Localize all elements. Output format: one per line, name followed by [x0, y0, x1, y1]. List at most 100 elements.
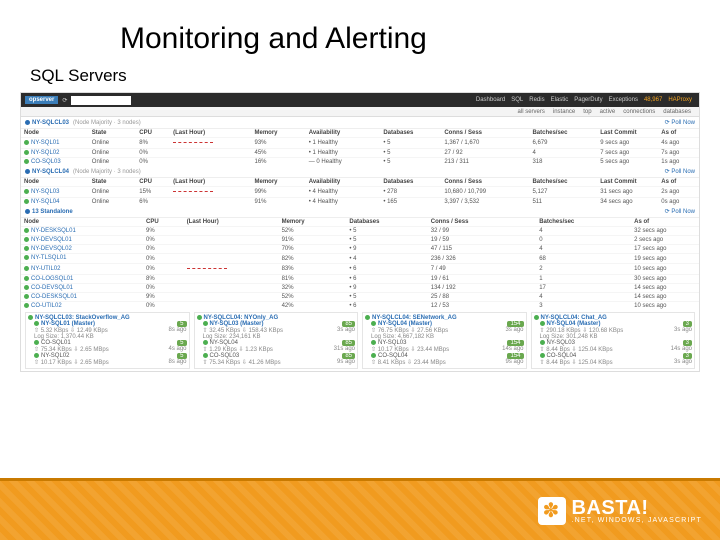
col-header: Memory	[252, 178, 306, 187]
col-header: As of	[658, 178, 699, 187]
group-title[interactable]: 13 Standalone	[32, 209, 73, 215]
cell-batches: 2	[536, 263, 631, 274]
ag-asof: 3s ago	[674, 327, 692, 334]
node-name[interactable]: NY-UTIL02	[31, 266, 60, 272]
cell-cpu: 8%	[136, 138, 170, 149]
poll-now-link[interactable]: ⟳ Poll Now	[665, 208, 695, 215]
node-name[interactable]: CO-SQL03	[31, 159, 61, 165]
sparkline	[170, 187, 251, 198]
cell-cpu: 6%	[136, 198, 170, 207]
table-row[interactable]: CO-LOGSQL018%81%• 619 / 61130 secs ago	[21, 274, 699, 283]
nav-elastic[interactable]: Elastic	[551, 97, 569, 103]
nav-dashboard[interactable]: Dashboard	[476, 97, 505, 103]
cell-commit: 31 secs ago	[597, 187, 658, 198]
cell-memory: 45%	[252, 149, 306, 158]
node-name[interactable]: NY-DEVSQL02	[31, 246, 72, 252]
cell-asof: 2s ago	[658, 187, 699, 198]
table-row[interactable]: CO-UTIL020%42%• 612 / 53310 secs ago	[21, 301, 699, 310]
ag-card: NY-SQLCL04: NYOnly_AG NY-SQL03 (Master)8…	[194, 312, 359, 369]
col-header: Batches/sec	[529, 178, 597, 187]
cell-databases: • 5	[346, 236, 427, 245]
subnav-active[interactable]: active	[600, 109, 616, 115]
node-name[interactable]: CO-UTIL02	[31, 303, 62, 309]
poll-now-link[interactable]: ⟳ Poll Now	[665, 168, 695, 175]
node-name[interactable]: NY-SQL02	[31, 150, 59, 156]
table-row[interactable]: NY-SQL03Online15%99%• 4 Healthy• 27810,6…	[21, 187, 699, 198]
group-title[interactable]: NY-SQLCL04	[32, 169, 69, 175]
cell-databases: • 5	[380, 158, 441, 167]
cell-cpu: 9%	[143, 227, 184, 236]
cell-batches: 1	[536, 274, 631, 283]
table-row[interactable]: CO-DESKSQL019%52%• 525 / 88414 secs ago	[21, 292, 699, 301]
table-row[interactable]: NY-SQL01Online8%93%• 1 Healthy• 51,367 /…	[21, 138, 699, 149]
cell-availability: — 0 Healthy	[306, 158, 381, 167]
col-header: As of	[631, 218, 699, 227]
table-row[interactable]: NY-DEVSQL010%91%• 519 / 5902 secs ago	[21, 236, 699, 245]
nav-sql[interactable]: SQL	[511, 97, 523, 103]
cell-databases: • 6	[346, 274, 427, 283]
table-row[interactable]: NY-UTIL020%83%• 67 / 49210 secs ago	[21, 263, 699, 274]
node-name[interactable]: CO-DESKSQL01	[31, 294, 77, 300]
search-input[interactable]	[71, 96, 131, 105]
cell-memory: 16%	[252, 158, 306, 167]
node-name[interactable]: NY-SQL01	[31, 140, 59, 146]
node-name[interactable]: CO-LOGSQL01	[31, 276, 73, 282]
sparkline	[170, 149, 251, 158]
server-table: NodeCPU(Last Hour)MemoryDatabasesConns /…	[21, 218, 699, 310]
cell-availability: • 1 Healthy	[306, 149, 381, 158]
sparkline	[184, 227, 279, 236]
subnav-all[interactable]: all servers	[518, 109, 545, 115]
group-title[interactable]: NY-SQLCL03	[32, 120, 69, 126]
ag-rates: ⇧ 10.17 KBps ⇩ 2.65 MBps	[34, 359, 109, 366]
cell-asof: 10 secs ago	[631, 263, 699, 274]
ag-card: NY-SQLCL04: Chat_AG NY-SQL04 (Master)3 ⇧…	[531, 312, 696, 369]
col-header: Memory	[279, 218, 347, 227]
refresh-icon[interactable]: ⟳	[62, 97, 67, 104]
ag-rates: ⇧ 75.34 KBps ⇩ 2.65 MBps	[34, 346, 109, 353]
col-header: Node	[21, 129, 89, 138]
table-row[interactable]: NY-SQL04Online6%91%• 4 Healthy• 1653,397…	[21, 198, 699, 207]
sparkline	[170, 158, 251, 167]
cell-availability: • 4 Healthy	[306, 187, 381, 198]
cell-commit: 9 secs ago	[597, 138, 658, 149]
table-row[interactable]: CO-SQL03Online0%16%— 0 Healthy• 5213 / 3…	[21, 158, 699, 167]
table-row[interactable]: NY-SQL02Online0%45%• 1 Healthy• 527 / 92…	[21, 149, 699, 158]
table-row[interactable]: NY-TLSQL010%82%• 4236 / 3266819 secs ago	[21, 254, 699, 263]
nav-exceptions[interactable]: Exceptions	[609, 97, 638, 103]
exceptions-badge[interactable]: 48,967	[644, 97, 662, 103]
poll-now-link[interactable]: ⟳ Poll Now	[665, 119, 695, 126]
node-name[interactable]: NY-DEVSQL01	[31, 237, 72, 243]
col-header: Conns / Sess	[428, 218, 536, 227]
col-header: Last Commit	[597, 129, 658, 138]
node-name[interactable]: CO-DEVSQL01	[31, 285, 73, 291]
table-row[interactable]: CO-DEVSQL010%32%• 9134 / 1921714 secs ag…	[21, 283, 699, 292]
nav-pagerduty[interactable]: PagerDuty	[574, 97, 602, 103]
col-header: CPU	[136, 178, 170, 187]
ag-asof: 9s ago	[337, 359, 355, 366]
cell-memory: 83%	[279, 263, 347, 274]
cell-conns: 25 / 88	[428, 292, 536, 301]
ag-asof: 14s ago	[671, 346, 692, 353]
cell-batches: 4	[536, 245, 631, 254]
nav-redis[interactable]: Redis	[529, 97, 544, 103]
subnav-top[interactable]: top	[583, 109, 591, 115]
col-header: Availability	[306, 129, 381, 138]
node-name[interactable]: NY-TLSQL01	[31, 256, 66, 262]
table-row[interactable]: NY-DESKSQL019%52%• 532 / 99432 secs ago	[21, 227, 699, 236]
ag-rates: ⇧ 1.29 KBps ⇩ 1.23 KBps	[203, 346, 273, 353]
nav-haproxy[interactable]: HAProxy	[668, 97, 692, 103]
subnav-instance[interactable]: instance	[553, 109, 575, 115]
node-name[interactable]: NY-SQL03	[31, 189, 59, 195]
subnav-databases[interactable]: databases	[663, 109, 691, 115]
cell-databases: • 9	[346, 245, 427, 254]
table-row[interactable]: NY-DEVSQL020%70%• 947 / 115417 secs ago	[21, 245, 699, 254]
node-name[interactable]: NY-SQL04	[31, 199, 59, 205]
col-header: CPU	[143, 218, 184, 227]
cell-cpu: 0%	[143, 254, 184, 263]
ag-asof: 3s ago	[674, 359, 692, 366]
node-name[interactable]: NY-DESKSQL01	[31, 228, 76, 234]
cell-asof: 7s ago	[658, 149, 699, 158]
subnav-connections[interactable]: connections	[623, 109, 655, 115]
cell-cpu: 0%	[143, 283, 184, 292]
server-table: NodeStateCPU(Last Hour)MemoryAvailabilit…	[21, 178, 699, 206]
